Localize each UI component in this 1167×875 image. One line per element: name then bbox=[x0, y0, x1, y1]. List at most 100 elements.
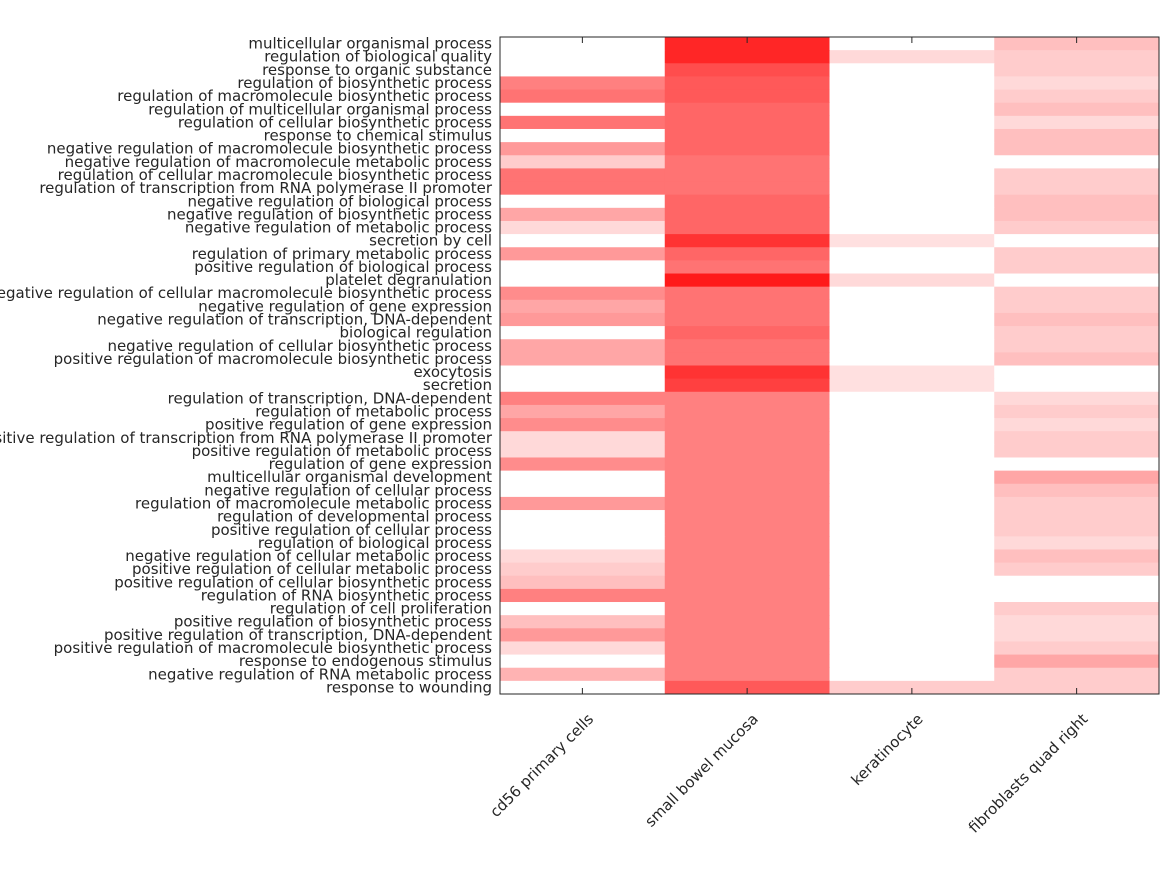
heatmap-cell bbox=[994, 312, 1160, 327]
heatmap-cell bbox=[664, 575, 830, 590]
heatmap-cell bbox=[994, 615, 1160, 629]
heatmap-cell bbox=[500, 470, 666, 485]
heatmap-cell bbox=[664, 378, 830, 393]
heatmap-cell bbox=[994, 76, 1160, 91]
heatmap-cell bbox=[664, 365, 830, 380]
row-label: negative regulation of cellular metaboli… bbox=[125, 547, 492, 565]
heatmap-cell bbox=[664, 667, 830, 682]
heatmap-cell bbox=[664, 102, 830, 117]
heatmap-cell bbox=[994, 194, 1160, 209]
heatmap-cell bbox=[994, 457, 1160, 472]
heatmap-cell bbox=[500, 115, 666, 130]
heatmap-cell bbox=[994, 575, 1160, 590]
heatmap-cell bbox=[500, 50, 666, 64]
row-label: platelet degranulation bbox=[325, 271, 492, 289]
heatmap-cell bbox=[500, 602, 666, 616]
heatmap-cell bbox=[829, 536, 995, 550]
row-label: positive regulation of cellular biosynth… bbox=[114, 573, 492, 591]
heatmap-cell bbox=[829, 220, 995, 235]
heatmap-cell bbox=[500, 483, 666, 498]
heatmap-cell bbox=[664, 641, 830, 656]
heatmap-cell bbox=[500, 391, 666, 406]
heatmap-cell bbox=[829, 588, 995, 603]
heatmap-cell bbox=[829, 365, 995, 380]
heatmap-cell bbox=[994, 628, 1160, 642]
row-label: regulation of cellular biosynthetic proc… bbox=[178, 113, 492, 131]
heatmap-cell bbox=[829, 339, 995, 353]
row-label: positive regulation of biological proces… bbox=[194, 258, 492, 276]
heatmap-cell bbox=[664, 76, 830, 91]
heatmap-cell bbox=[829, 181, 995, 196]
heatmap-cell bbox=[500, 339, 666, 353]
heatmap-cell bbox=[664, 155, 830, 169]
heatmap-cell bbox=[664, 680, 830, 695]
heatmap-cell bbox=[500, 562, 666, 577]
heatmap-cell bbox=[829, 457, 995, 472]
heatmap-cell bbox=[829, 575, 995, 590]
heatmap-cell bbox=[500, 273, 666, 288]
heatmap-cell bbox=[994, 286, 1160, 301]
heatmap-cell bbox=[664, 523, 830, 537]
row-label: regulation of biological quality bbox=[264, 48, 492, 66]
row-label: secretion bbox=[423, 376, 492, 394]
heatmap-cell bbox=[994, 641, 1160, 656]
column-label: fibroblasts quad right bbox=[965, 710, 1092, 837]
row-label: negative regulation of gene expression bbox=[198, 297, 492, 315]
heatmap-cell bbox=[994, 602, 1160, 616]
heatmap-cell bbox=[500, 63, 666, 77]
heatmap-cell bbox=[500, 352, 666, 366]
heatmap-cell bbox=[664, 549, 830, 564]
heatmap-cell bbox=[994, 234, 1160, 248]
heatmap-cell bbox=[500, 102, 666, 117]
heatmap-cell bbox=[664, 352, 830, 366]
heatmap-cell bbox=[664, 194, 830, 209]
heatmap-cell bbox=[664, 128, 830, 143]
heatmap-cell bbox=[664, 63, 830, 77]
row-label: exocytosis bbox=[413, 363, 492, 381]
heatmap-cell bbox=[994, 496, 1160, 511]
heatmap-cell bbox=[994, 50, 1160, 64]
row-label: regulation of transcription from RNA pol… bbox=[39, 179, 492, 197]
heatmap-cell bbox=[994, 128, 1160, 143]
heatmap-cell bbox=[500, 142, 666, 156]
row-label: positive regulation of biosynthetic proc… bbox=[174, 613, 492, 631]
column-labels: cd56 primary cells small bowel mucosa kera… bbox=[486, 710, 1091, 837]
heatmap-cell bbox=[994, 654, 1160, 669]
heatmap-cell bbox=[500, 181, 666, 196]
row-label: response to organic substance bbox=[262, 61, 492, 79]
heatmap-cell bbox=[829, 286, 995, 301]
heatmap-cell bbox=[664, 339, 830, 353]
heatmap-cell bbox=[994, 444, 1160, 458]
heatmap-cell bbox=[664, 181, 830, 196]
heatmap-cell bbox=[500, 194, 666, 209]
heatmap-cell bbox=[829, 89, 995, 104]
row-label: positive regulation of cellular metaboli… bbox=[132, 560, 492, 578]
heatmap-cell bbox=[829, 63, 995, 77]
row-label: regulation of developmental process bbox=[217, 508, 492, 526]
row-label: positive regulation of macromolecule bio… bbox=[54, 350, 493, 368]
row-label: positive regulation of macromolecule bio… bbox=[54, 639, 493, 657]
heatmap-cell bbox=[500, 220, 666, 235]
heatmap-cell bbox=[500, 431, 666, 445]
heatmap-cell bbox=[829, 680, 995, 695]
heatmap-cell bbox=[994, 562, 1160, 577]
heatmap-cell bbox=[664, 286, 830, 301]
row-label: multicellular organismal process bbox=[248, 35, 492, 53]
heatmap-cell bbox=[664, 404, 830, 419]
heatmap-cell bbox=[500, 510, 666, 524]
heatmap-cell bbox=[829, 102, 995, 117]
heatmap-cell bbox=[664, 418, 830, 432]
heatmap-cell bbox=[829, 404, 995, 419]
heatmap-cell bbox=[829, 444, 995, 458]
heatmap-cell bbox=[664, 207, 830, 222]
heatmap-cell bbox=[664, 234, 830, 248]
row-label: biological regulation bbox=[340, 324, 492, 342]
heatmap-cell bbox=[994, 220, 1160, 235]
heatmap-cell bbox=[829, 312, 995, 327]
heatmap-cell bbox=[829, 431, 995, 445]
heatmap-cell bbox=[829, 247, 995, 261]
heatmap-cell bbox=[500, 37, 666, 51]
heatmap-cell bbox=[500, 628, 666, 642]
heatmap-cell bbox=[829, 128, 995, 143]
